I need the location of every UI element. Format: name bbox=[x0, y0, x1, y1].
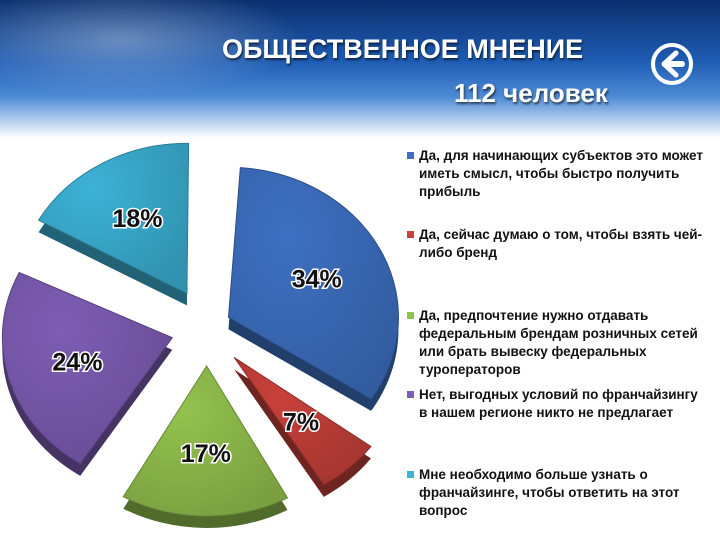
legend-swatch bbox=[407, 391, 414, 398]
chart-legend: Да, для начинающих субъектов это может и… bbox=[407, 143, 707, 533]
pie-slice-label: 24% bbox=[52, 348, 102, 376]
pie-slice-label: 18% bbox=[112, 205, 162, 233]
back-arrow-icon[interactable] bbox=[650, 42, 694, 86]
legend-label: Мне необходимо больше узнать о франчайзи… bbox=[419, 467, 680, 518]
legend-swatch bbox=[407, 231, 414, 238]
pie-slice bbox=[37, 142, 190, 295]
legend-label: Да, сейчас думаю о том, чтобы взять чей-… bbox=[419, 227, 703, 260]
pie-slice bbox=[227, 167, 399, 400]
pie-slice-label: 7% bbox=[283, 408, 319, 436]
legend-label: Да, предпочтение нужно отдавать федераль… bbox=[419, 308, 698, 377]
legend-label: Да, для начинающих субъектов это может и… bbox=[419, 148, 703, 199]
header-banner bbox=[0, 0, 720, 138]
legend-swatch bbox=[407, 152, 414, 159]
pie-slice-label: 17% bbox=[181, 440, 231, 468]
pie-slice bbox=[1, 271, 174, 465]
pie-slice-tops bbox=[1, 142, 399, 517]
pie-slice bbox=[122, 365, 289, 517]
pie-slice-label: 34% bbox=[292, 265, 342, 293]
legend-swatch bbox=[407, 471, 414, 478]
header-highlight bbox=[0, 0, 720, 138]
respondent-count: 112 человек bbox=[454, 78, 608, 108]
legend-label: Нет, выгодных условий по франчайзингу в … bbox=[419, 387, 698, 420]
legend-swatch bbox=[407, 312, 414, 319]
page-title: ОБЩЕСТВЕННОЕ МНЕНИЕ bbox=[222, 34, 584, 64]
pie-data-labels: 34% 7% 17% 24% 18% bbox=[51, 204, 343, 470]
pie-slice bbox=[233, 356, 372, 486]
